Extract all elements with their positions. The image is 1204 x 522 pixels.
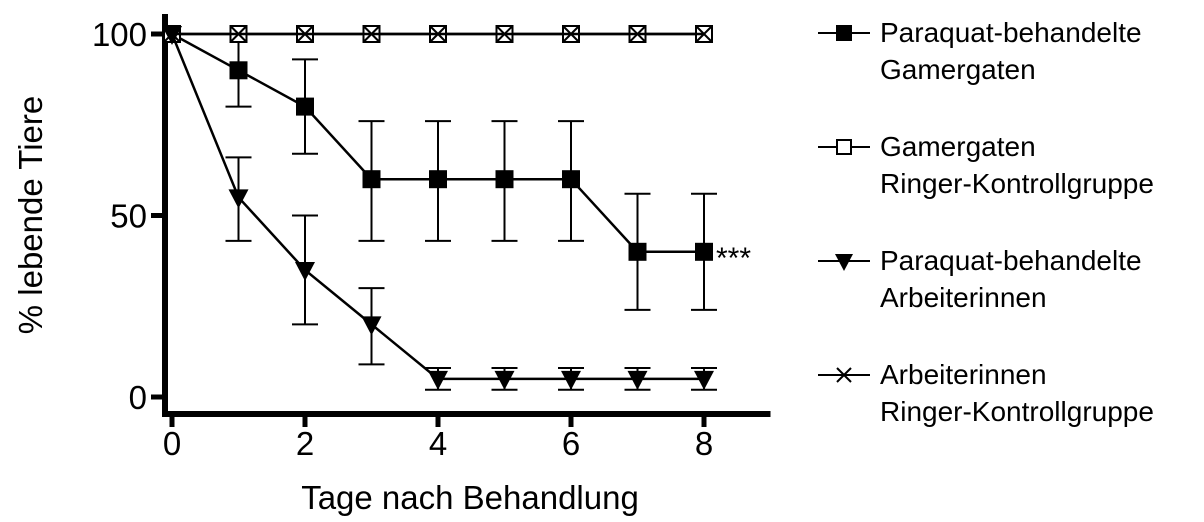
x-tick-label: 8 xyxy=(695,425,713,462)
legend-label: Gamergaten xyxy=(880,131,1036,162)
x-tick-label: 2 xyxy=(296,425,314,462)
marker-filled-square xyxy=(229,61,248,80)
marker-triangle-down xyxy=(228,189,249,209)
legend-item: Paraquat-behandelte Arbeiterinnen xyxy=(818,245,1142,313)
marker-triangle-down xyxy=(494,370,515,390)
marker-x-stroke xyxy=(628,25,647,43)
y-axis-ticks: 0 50 100 xyxy=(92,16,165,416)
axes xyxy=(162,14,771,417)
series-2 xyxy=(162,26,717,391)
marker-triangle-down xyxy=(428,370,448,390)
marker-x-stroke xyxy=(695,25,713,43)
marker-triangle-down xyxy=(627,370,648,390)
marker-filled-square xyxy=(296,97,314,116)
x-axis-title: Tage nach Behandlung xyxy=(301,479,639,516)
x-axis-ticks: 0 2 4 6 8 xyxy=(163,414,713,462)
marker-x-stroke xyxy=(429,25,447,43)
marker-triangle-down xyxy=(561,370,581,390)
marker-filled-square xyxy=(362,170,381,189)
y-axis-title: % lebende Tiere xyxy=(12,96,49,335)
x-tick-label: 0 xyxy=(163,425,181,462)
legend-label: Arbeiterinnen xyxy=(880,359,1047,390)
marker-filled-square xyxy=(562,170,580,189)
marker-x-stroke xyxy=(362,25,381,43)
legend-label: Ringer-Kontrollgruppe xyxy=(880,396,1154,427)
marker-triangle-down xyxy=(361,316,382,336)
series-layer xyxy=(162,25,717,391)
x-tick-label: 6 xyxy=(562,425,580,462)
marker-filled-square xyxy=(495,170,514,189)
marker-filled-square xyxy=(695,242,713,261)
legend: Paraquat-behandelte Gamergaten Gamergaten R… xyxy=(818,17,1154,427)
marker-filled-square xyxy=(429,170,447,189)
legend-label: Paraquat-behandelte xyxy=(880,245,1142,276)
marker-triangle-down xyxy=(162,26,182,45)
marker-triangle-down xyxy=(295,261,315,281)
x-tick-label: 4 xyxy=(429,425,447,462)
legend-label: Gamergaten xyxy=(880,54,1036,85)
y-tick-label: 0 xyxy=(129,379,147,416)
significance-label: *** xyxy=(716,242,751,275)
marker-x-stroke xyxy=(229,25,248,43)
marker-x-stroke xyxy=(163,25,181,43)
marker-triangle-down xyxy=(835,254,853,271)
marker-x-stroke xyxy=(296,25,314,43)
legend-item: Arbeiterinnen Ringer-Kontrollgruppe xyxy=(818,359,1154,427)
y-tick-label: 50 xyxy=(110,198,147,235)
series-3 xyxy=(163,25,713,43)
legend-label: Ringer-Kontrollgruppe xyxy=(880,168,1154,199)
legend-item: Gamergaten Ringer-Kontrollgruppe xyxy=(818,131,1154,199)
legend-label: Arbeiterinnen xyxy=(880,282,1047,313)
marker-open-square xyxy=(836,139,852,155)
legend-item: Paraquat-behandelte Gamergaten xyxy=(818,17,1142,85)
legend-label: Paraquat-behandelte xyxy=(880,17,1142,48)
marker-triangle-down xyxy=(694,370,714,390)
marker-filled-square xyxy=(836,25,852,41)
series-0 xyxy=(163,25,717,311)
marker-filled-square xyxy=(628,242,647,261)
y-tick-label: 100 xyxy=(92,16,147,53)
marker-x-stroke xyxy=(495,25,514,43)
marker-x-stroke xyxy=(562,25,580,43)
marker-x-stroke xyxy=(836,367,852,383)
